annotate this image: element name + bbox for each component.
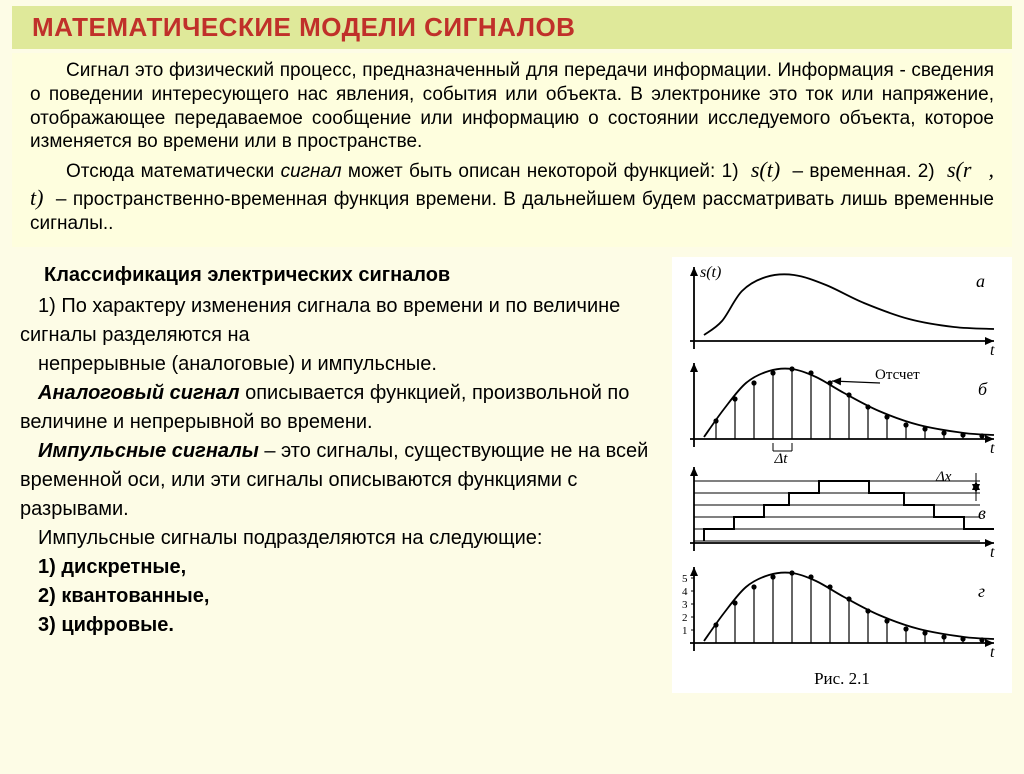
svg-text:3: 3: [682, 599, 688, 611]
svg-text:t: t: [990, 544, 995, 561]
figure-column: s(t) t а Δt Отсчет б t Δx в t 12345 г t Рис. 2.1: [672, 257, 1012, 693]
svg-text:2: 2: [682, 612, 688, 624]
classification-text: Классификация электрических сигналов 1) …: [12, 257, 664, 693]
figure-caption: Рис. 2.1: [680, 669, 1004, 689]
svg-text:в: в: [978, 503, 986, 523]
intro-p2: Отсюда математически сигнал может быть о…: [30, 156, 994, 235]
svg-text:s(t): s(t): [700, 264, 721, 281]
panel-b: Δt Отсчет б t: [680, 359, 1004, 463]
svg-text:Δx: Δx: [935, 469, 952, 485]
svg-text:t: t: [990, 440, 995, 457]
class-p5: Импульсные сигналы подразделяются на сле…: [20, 524, 660, 553]
svg-text:г: г: [978, 581, 985, 601]
class-p3: Аналоговый сигнал описывается функцией, …: [20, 379, 660, 437]
svg-text:t: t: [990, 342, 995, 359]
li3-text: 3) цифровые: [38, 614, 168, 636]
intro-p1: Сигнал это физический процесс, предназна…: [30, 59, 994, 154]
intro-p2d: – пространственно-временная функция врем…: [30, 189, 994, 234]
intro-sig-word: сигнал: [281, 161, 342, 182]
chart-c-svg: Δx в t: [680, 463, 1004, 563]
intro-block: Сигнал это физический процесс, предназна…: [12, 53, 1012, 247]
svg-text:Δt: Δt: [774, 451, 789, 463]
class-li2: 2) квантованные,: [20, 582, 660, 611]
class-header: Классификация электрических сигналов: [20, 261, 660, 290]
intro-p2a: Отсюда математически: [66, 161, 281, 182]
lower-section: Классификация электрических сигналов 1) …: [12, 257, 1012, 693]
class-p4: Импульсные сигналы – это сигналы, сущест…: [20, 437, 660, 524]
class-li3: 3) цифровые.: [20, 611, 660, 640]
chart-b-svg: Δt Отсчет б t: [680, 359, 1004, 463]
svg-text:t: t: [990, 644, 995, 661]
class-li1: 1) дискретные,: [20, 553, 660, 582]
svg-text:1: 1: [682, 625, 688, 637]
chart-d-svg: 12345 г t: [680, 563, 1004, 667]
title-bar: МАТЕМАТИЧЕСКИЕ МОДЕЛИ СИГНАЛОВ: [12, 6, 1012, 49]
analog-term: Аналоговый сигнал: [38, 382, 240, 404]
panel-c: Δx в t: [680, 463, 1004, 563]
intro-p2b: может быть описан некоторой функцией: 1): [342, 161, 745, 182]
svg-text:5: 5: [682, 573, 688, 585]
class-p1: 1) По характеру изменения сигнала во вре…: [20, 292, 660, 350]
intro-p2c: – временная. 2): [786, 161, 941, 182]
chart-a-svg: s(t) t а: [680, 263, 1004, 359]
svg-text:а: а: [976, 271, 985, 291]
panel-d: 12345 г t: [680, 563, 1004, 667]
page-title: МАТЕМАТИЧЕСКИЕ МОДЕЛИ СИГНАЛОВ: [32, 12, 992, 43]
svg-text:Отсчет: Отсчет: [875, 367, 920, 383]
class-p2: непрерывные (аналоговые) и импульсные.: [20, 350, 660, 379]
formula-st: s(t): [745, 157, 786, 182]
svg-text:4: 4: [682, 586, 688, 598]
impulse-term: Импульсные сигналы: [38, 440, 259, 462]
panel-a: s(t) t а: [680, 263, 1004, 359]
svg-text:б: б: [978, 379, 988, 399]
